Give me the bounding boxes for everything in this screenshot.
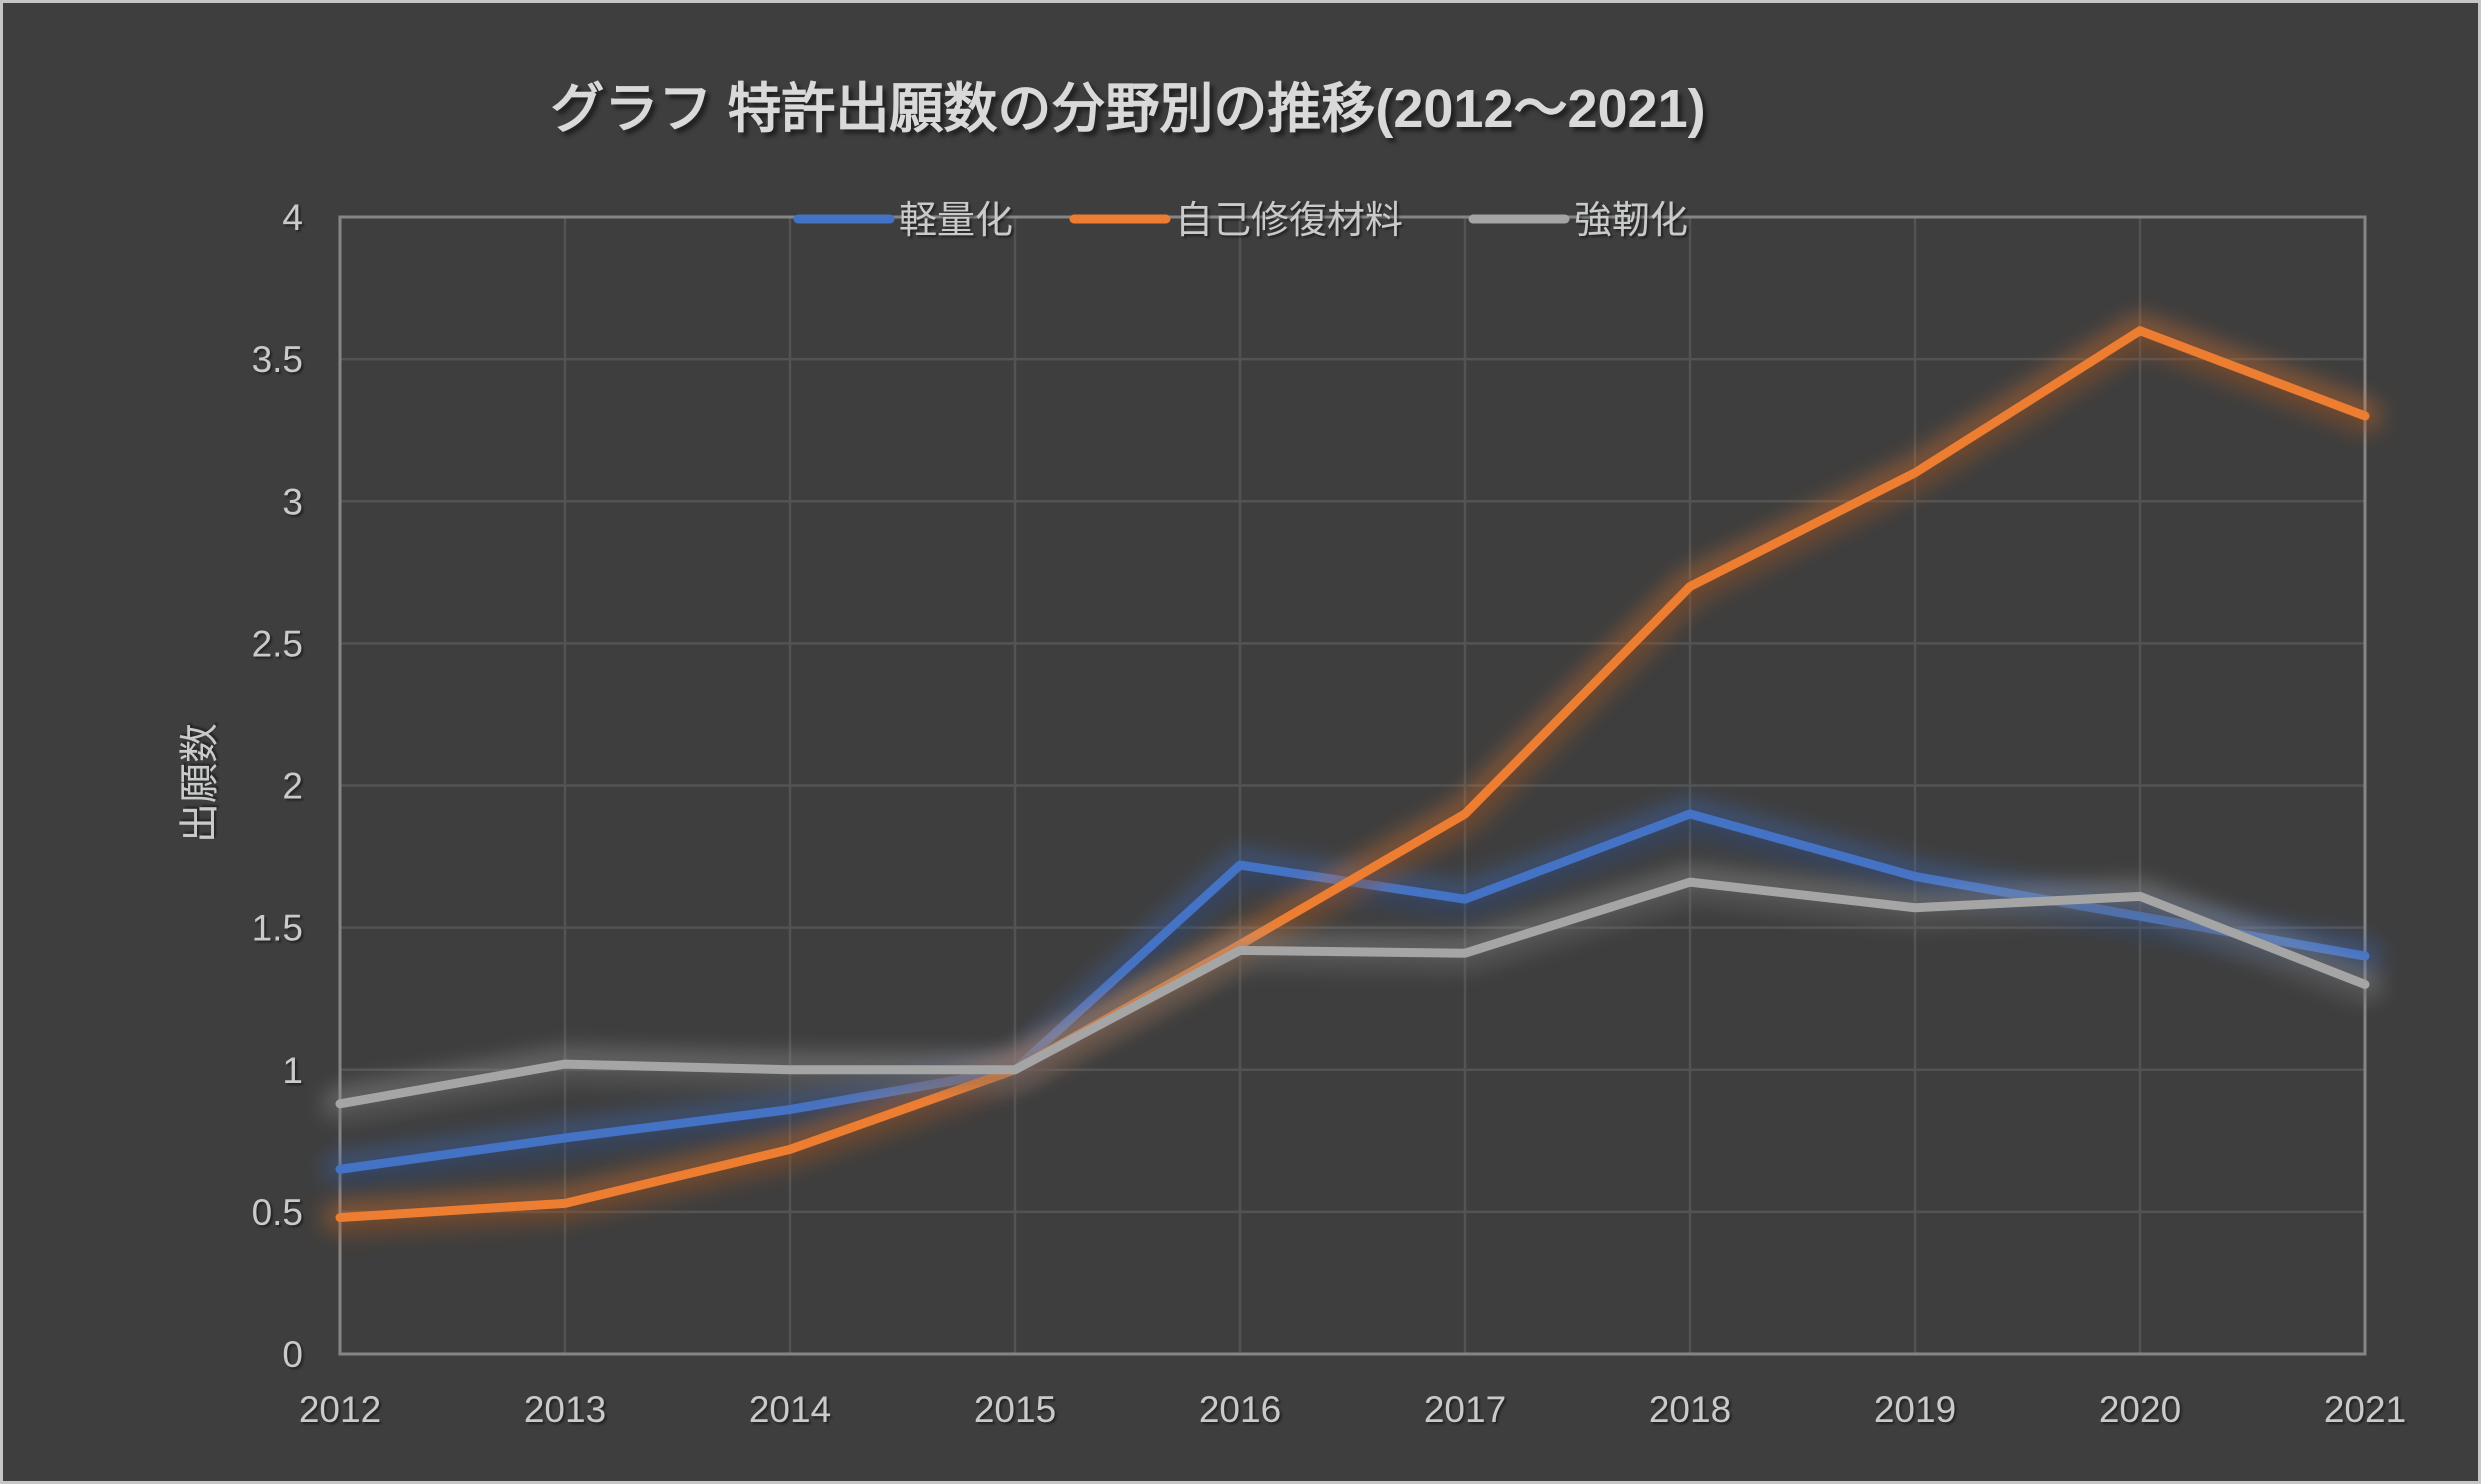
legend: 軽量化 自己修復材料 強靭化 [788,200,1688,242]
x-tick-label: 2017 [1424,1389,1506,1430]
y-tick-label: 2.5 [252,623,303,664]
legend-label-kyoujinka: 強靭化 [1574,200,1688,242]
x-tick-label: 2016 [1199,1389,1281,1430]
x-tick-label: 2021 [2324,1389,2406,1430]
x-tick-label: 2013 [524,1389,606,1430]
series-line-2 [335,877,2370,1109]
y-tick-label: 2 [282,766,303,807]
legend-label-keiryoka: 軽量化 [899,200,1013,242]
y-tick-label: 0 [282,1334,303,1375]
y-tick-label: 1.5 [252,908,303,949]
y-axis-title: 出願数 [178,723,222,843]
plot-border [338,215,2367,1356]
x-tick-label: 2014 [749,1389,831,1430]
y-axis-labels: 0 0.5 1 1.5 2 2.5 3 3.5 4 [252,197,303,1375]
y-tick-label: 0.5 [252,1192,303,1233]
y-tick-label: 3 [282,481,303,522]
series-lines [324,314,2381,1234]
y-tick-label: 4 [282,197,303,238]
legend-item: 自己修復材料 [1064,200,1403,242]
x-tick-label: 2020 [2099,1389,2181,1430]
legend-item: 軽量化 [788,200,1013,242]
y-tick-label: 3.5 [252,339,303,380]
legend-item: 強靭化 [1463,200,1688,242]
legend-label-jikoshufuku: 自己修復材料 [1175,200,1403,242]
y-tick-label: 1 [282,1050,303,1091]
x-tick-label: 2015 [974,1389,1056,1430]
x-tick-label: 2018 [1649,1389,1731,1430]
x-tick-label: 2019 [1874,1389,1956,1430]
series-line-1 [335,326,2370,1223]
chart-title: グラフ 特許出願数の分野別の推移(2012～2021) [550,79,1705,139]
x-axis-labels: 2012 2013 2014 2015 2016 2017 2018 2019 2020 2021 [299,1389,2406,1430]
x-tick-label: 2012 [299,1389,381,1430]
